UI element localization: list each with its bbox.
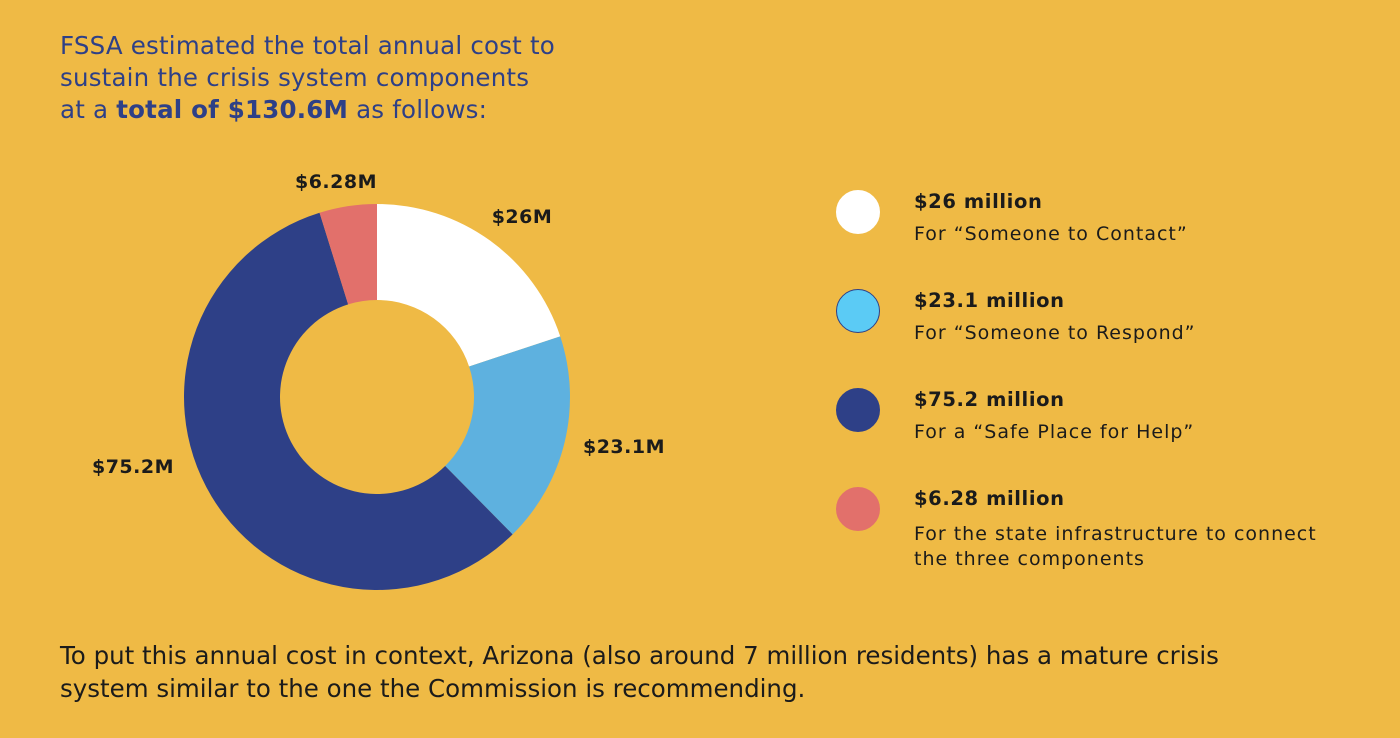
donut-slice-1 [445, 336, 570, 535]
legend-desc-line: For the state infrastructure to connect [914, 523, 1317, 545]
legend-swatch-contact [836, 190, 880, 234]
legend-swatch-infrastructure [836, 487, 880, 531]
legend-desc-contact: For “Someone to Contact” [914, 222, 1374, 247]
footer-line-1: To put this annual cost in context, Ariz… [60, 641, 1219, 670]
footer-text: To put this annual cost in context, Ariz… [60, 639, 1360, 705]
legend-value-infrastructure: $6.28 million [914, 487, 1065, 510]
legend-value-safe-place: $75.2 million [914, 388, 1065, 411]
legend-swatch-respond [836, 289, 880, 333]
legend-desc-line: For “Someone to Respond” [914, 322, 1196, 344]
legend-value-respond: $23.1 million [914, 289, 1065, 312]
legend-desc-line: For a “Safe Place for Help” [914, 421, 1195, 443]
intro-line-3: at a total of $130.6M as follows: [60, 94, 660, 126]
donut-slice-2 [183, 212, 513, 590]
donut-slice-label-0: $26M [492, 206, 553, 228]
intro-text: FSSA estimated the total annual cost to … [60, 30, 660, 126]
donut-slice-label-2: $75.2M [92, 456, 174, 478]
legend-desc-infrastructure: For the state infrastructure to connect … [914, 522, 1374, 572]
donut-slice-3 [319, 204, 377, 305]
legend-value-contact: $26 million [914, 190, 1043, 213]
legend-desc-respond: For “Someone to Respond” [914, 321, 1374, 346]
donut-slice-label-3: $6.28M [295, 171, 377, 193]
intro-line-2: sustain the crisis system components [60, 63, 530, 92]
legend-swatch-safe-place [836, 388, 880, 432]
intro-line-3-prefix: at a [60, 95, 117, 124]
intro-line-3-suffix: as follows: [348, 95, 488, 124]
legend-desc-safe-place: For a “Safe Place for Help” [914, 420, 1374, 445]
donut-slice-0 [377, 204, 561, 367]
legend-desc-line: the three components [914, 548, 1145, 570]
intro-line-1: FSSA estimated the total annual cost to [60, 31, 555, 60]
legend-desc-line: For “Someone to Contact” [914, 223, 1188, 245]
footer-line-2: system similar to the one the Commission… [60, 674, 806, 703]
intro-total-highlight: total of $130.6M [116, 95, 349, 124]
donut-chart: $26M $23.1M $75.2M $6.28M [92, 171, 665, 590]
donut-slice-label-1: $23.1M [583, 436, 665, 458]
